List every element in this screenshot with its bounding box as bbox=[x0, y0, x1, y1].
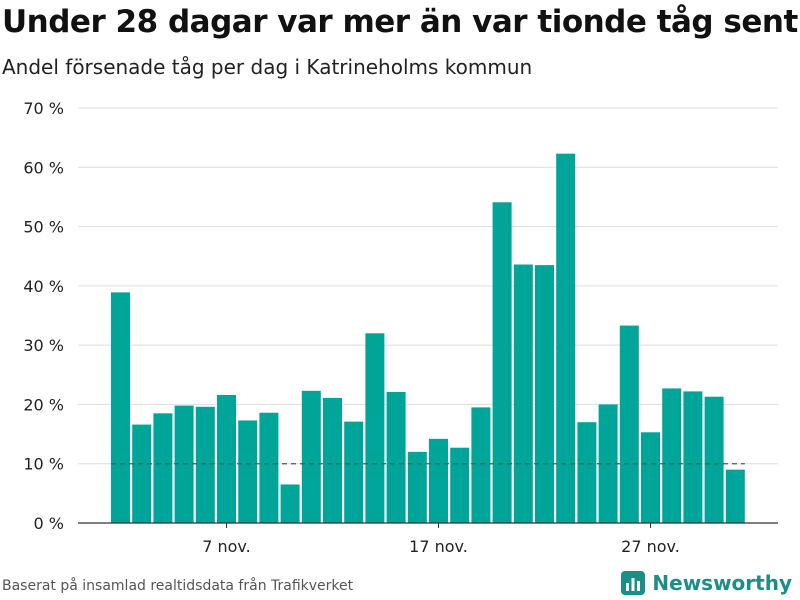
y-tick-label: 20 % bbox=[23, 395, 64, 414]
bar bbox=[492, 202, 512, 523]
y-tick-label: 70 % bbox=[23, 99, 64, 118]
bar bbox=[429, 438, 448, 523]
bar bbox=[238, 420, 258, 523]
bar bbox=[619, 325, 639, 523]
y-tick-label: 30 % bbox=[23, 336, 64, 355]
bar bbox=[535, 265, 554, 523]
bar bbox=[153, 413, 173, 523]
bars bbox=[111, 153, 745, 523]
bar bbox=[407, 451, 427, 523]
bar bbox=[280, 484, 300, 523]
bar bbox=[132, 424, 152, 523]
bar bbox=[471, 407, 491, 523]
bar bbox=[323, 397, 342, 523]
bar bbox=[111, 292, 130, 523]
bar bbox=[683, 391, 703, 523]
bar bbox=[301, 390, 321, 523]
chart-subtitle: Andel försenade tåg per dag i Katrinehol… bbox=[2, 55, 533, 79]
bar bbox=[217, 394, 236, 523]
bar bbox=[556, 153, 576, 523]
x-tick-label: 7 nov. bbox=[202, 537, 251, 556]
y-tick-label: 60 % bbox=[23, 158, 64, 177]
x-tick-label: 17 nov. bbox=[409, 537, 468, 556]
bar bbox=[365, 333, 385, 523]
y-tick-label: 50 % bbox=[23, 218, 64, 237]
newsworthy-logo-icon bbox=[621, 571, 646, 595]
x-tick-label: 27 nov. bbox=[621, 537, 680, 556]
bar bbox=[725, 469, 745, 523]
axes: 0 % 10 % 20 % 30 % 40 % 50 % 60 % 70 % 7 nov. 17 … bbox=[23, 99, 778, 556]
chart-title: Under 28 dagar var mer än var tionde tåg… bbox=[2, 4, 798, 40]
bar bbox=[641, 432, 660, 523]
bar bbox=[662, 388, 682, 523]
y-tick-label: 0 % bbox=[34, 514, 64, 533]
bar bbox=[344, 421, 364, 523]
bar bbox=[704, 396, 724, 523]
newsworthy-logo[interactable]: Newsworthy bbox=[620, 566, 792, 600]
bar bbox=[450, 447, 470, 523]
data-source-note: Baserat på insamlad realtidsdata från Tr… bbox=[2, 578, 354, 594]
brand-name: Newsworthy bbox=[652, 571, 792, 595]
bar bbox=[577, 422, 597, 523]
y-tick-label: 10 % bbox=[23, 455, 64, 474]
bar bbox=[195, 406, 215, 523]
bar bbox=[513, 264, 533, 523]
bar bbox=[259, 412, 279, 523]
bar bbox=[386, 391, 406, 523]
y-tick-label: 40 % bbox=[23, 277, 64, 296]
